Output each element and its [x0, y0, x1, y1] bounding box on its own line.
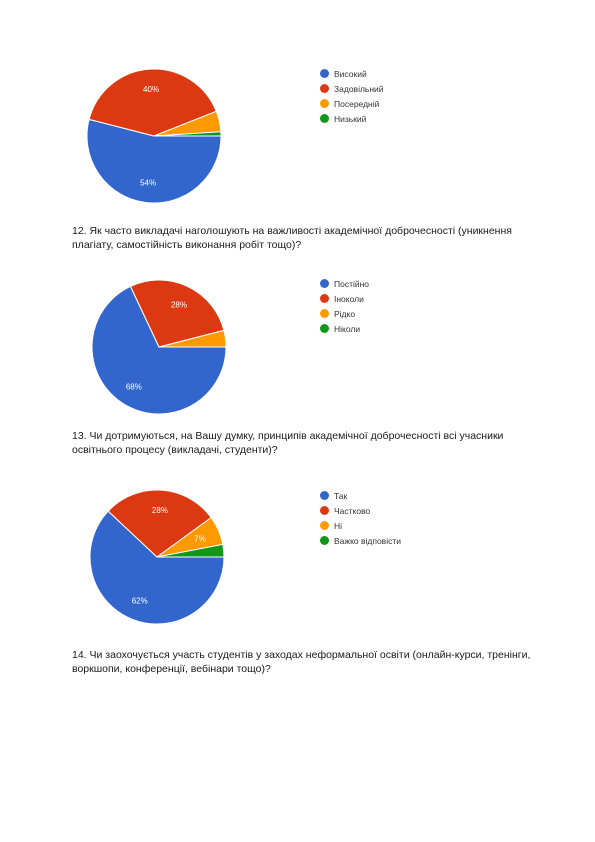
pie-slice	[107, 489, 212, 558]
pie-chart-1-legend: Високий Задовільний Посередній Низький	[320, 66, 384, 126]
legend-dot	[320, 309, 329, 318]
legend-label: Задовільний	[334, 83, 384, 94]
pie-slice-label: 68%	[126, 383, 142, 392]
pie-chart-2: 68% 28% Постійно Іноколи Рідко Ніколи	[91, 276, 369, 415]
pie-slice-label: 62%	[132, 597, 148, 606]
pie-chart-3-svg: 62% 28% 7%	[89, 489, 225, 625]
legend-label: Ніколи	[334, 323, 361, 334]
legend-label: Так	[334, 490, 348, 501]
legend-dot	[320, 506, 329, 515]
legend-dot	[320, 521, 329, 530]
pie-slice	[88, 68, 217, 137]
pie-slice-label: 7%	[194, 534, 206, 543]
legend-item: Іноколи	[320, 291, 369, 306]
pie-slice	[156, 543, 225, 558]
pie-slice-label: 54%	[140, 179, 156, 188]
pie-slice-label: 28%	[152, 506, 168, 515]
legend-dot	[320, 84, 329, 93]
legend-item: Частково	[320, 503, 401, 518]
legend-item: Рідко	[320, 306, 369, 321]
pie-slice	[86, 118, 222, 204]
pie-slice	[129, 279, 225, 348]
legend-label: Іноколи	[334, 293, 364, 304]
question-14: 14. Чи заохочується участь студентів у з…	[72, 649, 531, 675]
legend-item: Задовільний	[320, 81, 384, 96]
pie-slice-label: 40%	[143, 85, 159, 94]
legend-dot	[320, 114, 329, 123]
legend-item: Постійно	[320, 276, 369, 291]
pie-slice	[91, 285, 227, 415]
legend-label: Рідко	[334, 308, 356, 319]
legend-dot	[320, 324, 329, 333]
legend-item: Посередній	[320, 96, 384, 111]
legend-dot	[320, 69, 329, 78]
legend-dot	[320, 536, 329, 545]
legend-label: Низький	[334, 113, 367, 124]
legend-dot	[320, 491, 329, 500]
pie-chart-1: 54% 40% Високий Задовільний Посередній Ни…	[0, 0, 595, 215]
pie-slice	[158, 329, 227, 348]
question-12: 12. Як часто викладачі наголошують на ва…	[72, 225, 512, 251]
legend-dot	[320, 279, 329, 288]
pie-chart-1-svg: 54% 40%	[86, 68, 222, 204]
legend-label: Високий	[334, 68, 367, 79]
pie-chart-2-legend: Постійно Іноколи Рідко Ніколи	[320, 276, 369, 336]
legend-label: Постійно	[334, 278, 370, 289]
pie-slice	[153, 131, 222, 137]
pie-slice	[89, 510, 225, 625]
legend-label: Важко відповісти	[334, 535, 401, 546]
pie-chart-3-legend: Так Частково Ні Важко відповісти	[320, 488, 401, 548]
pie-slice-label: 28%	[171, 301, 187, 310]
legend-dot	[320, 99, 329, 108]
legend-dot	[320, 294, 329, 303]
pie-chart-2-svg: 68% 28%	[91, 279, 227, 415]
legend-item: Низький	[320, 111, 384, 126]
legend-item: Так	[320, 488, 401, 503]
pie-chart-3: 62% 28% 7% Так Частково Ні Важко відповіст…	[89, 488, 401, 625]
legend-label: Посередній	[334, 98, 380, 109]
legend-item: Високий	[320, 66, 384, 81]
legend-item: Важко відповісти	[320, 533, 401, 548]
legend-label: Ні	[334, 520, 343, 531]
legend-item: Ніколи	[320, 321, 369, 336]
legend-item: Ні	[320, 518, 401, 533]
legend-label: Частково	[334, 505, 371, 516]
question-13: 13. Чи дотримуються, на Вашу думку, прин…	[72, 430, 504, 456]
